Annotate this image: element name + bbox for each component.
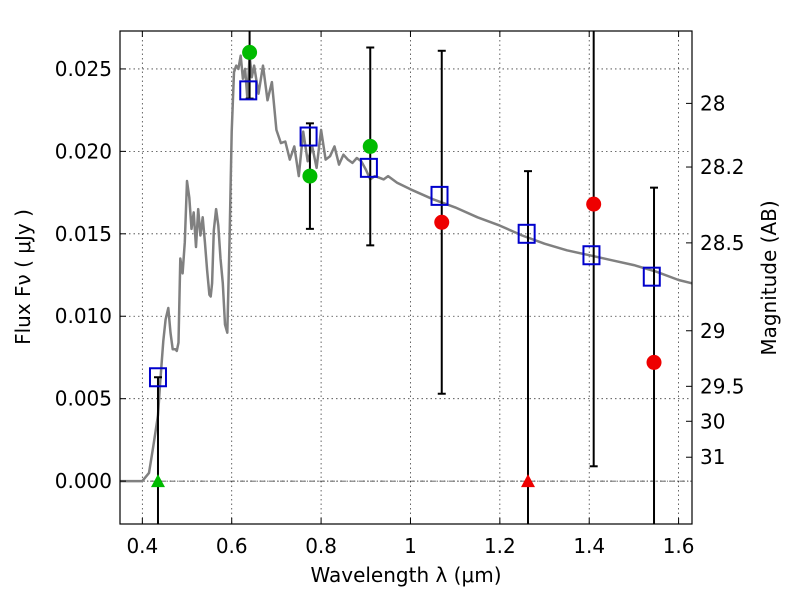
y-tick-label: 0.025	[55, 57, 112, 81]
observed-flux-point	[302, 168, 318, 184]
y2-axis-label: Magnitude (AB)	[757, 200, 781, 355]
y-axis-label: Flux Fν ( μJy )	[11, 209, 35, 345]
observed-upper-limit-marker	[520, 474, 535, 488]
model-sed-line	[120, 54, 693, 483]
observed-flux-point	[242, 44, 258, 60]
model-photometry-square	[359, 157, 378, 178]
y-tick-label: 0.005	[55, 387, 112, 411]
model-photometry-square	[582, 245, 601, 266]
model-sed-layer	[120, 54, 693, 483]
model-photometry-square	[642, 266, 661, 287]
x-tick-label: 1.6	[663, 534, 695, 558]
tick-labels: 0.4 0.6 0.8 1 1.2 1.4 1.6 0.000 0.005 0.010 0.015 0…	[55, 57, 745, 558]
model-photometry-layer	[148, 80, 661, 388]
y-tick-label: 0.015	[55, 222, 112, 246]
x-tick-label: 0.6	[216, 534, 248, 558]
x-tick-label: 1.2	[484, 534, 516, 558]
y2-tick-label: 29.5	[700, 374, 745, 398]
y-tick-label: 0.020	[55, 139, 112, 163]
x-axis-label: Wavelength λ (μm)	[310, 563, 501, 587]
observed-flux-point	[362, 138, 378, 154]
observations-layer	[150, 44, 662, 488]
y-tick-label: 0.010	[55, 304, 112, 328]
grid	[120, 31, 692, 524]
y2-tick-label: 31	[700, 445, 725, 469]
model-photometry-square	[517, 223, 536, 244]
y2-tick-label: 28.2	[700, 155, 745, 179]
y-tick-label: 0.000	[55, 469, 112, 493]
x-tick-label: 1	[404, 534, 417, 558]
model-photometry-square	[239, 80, 258, 101]
observed-upper-limit-marker	[150, 474, 165, 488]
x-tick-label: 0.8	[305, 534, 337, 558]
y2-tick-label: 28	[700, 91, 725, 115]
observed-flux-point	[434, 214, 450, 230]
model-photometry-square	[430, 185, 449, 206]
model-photometry-square	[299, 126, 318, 147]
model-photometry-square	[148, 367, 167, 388]
ticks	[120, 31, 692, 524]
x-tick-label: 1.4	[573, 534, 605, 558]
observed-flux-point	[586, 196, 602, 212]
y2-tick-label: 29	[700, 319, 725, 343]
plot-frame	[119, 30, 693, 525]
observed-flux-point	[646, 354, 662, 370]
x-tick-label: 0.4	[126, 534, 158, 558]
y2-tick-label: 28.5	[700, 231, 745, 255]
y2-tick-label: 30	[700, 409, 725, 433]
